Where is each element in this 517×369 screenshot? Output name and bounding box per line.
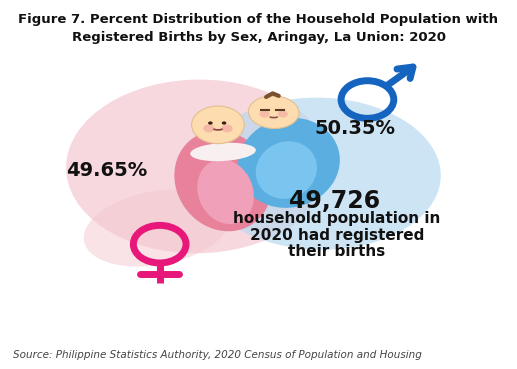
Ellipse shape	[84, 189, 231, 267]
Ellipse shape	[174, 131, 272, 231]
Circle shape	[221, 124, 233, 132]
Circle shape	[278, 110, 288, 118]
Text: Source: Philippine Statistics Authority, 2020 Census of Population and Housing: Source: Philippine Statistics Authority,…	[13, 350, 422, 360]
Circle shape	[222, 121, 226, 125]
Circle shape	[203, 124, 215, 132]
Text: household population in: household population in	[233, 211, 440, 226]
Circle shape	[192, 106, 245, 144]
Ellipse shape	[190, 143, 256, 161]
Text: 2020 had registered: 2020 had registered	[250, 228, 424, 243]
Ellipse shape	[256, 141, 317, 199]
Text: 49.65%: 49.65%	[66, 161, 147, 180]
Ellipse shape	[66, 80, 329, 253]
Ellipse shape	[249, 96, 299, 128]
Text: their births: their births	[288, 244, 386, 259]
Text: Figure 7. Percent Distribution of the Household Population with: Figure 7. Percent Distribution of the Ho…	[19, 13, 498, 26]
Ellipse shape	[197, 159, 254, 224]
Text: 49,726: 49,726	[289, 189, 380, 213]
Ellipse shape	[198, 98, 441, 250]
Circle shape	[260, 110, 270, 118]
Text: 50.35%: 50.35%	[314, 119, 396, 138]
Ellipse shape	[238, 118, 340, 208]
Text: Registered Births by Sex, Aringay, La Union: 2020: Registered Births by Sex, Aringay, La Un…	[71, 31, 446, 44]
Circle shape	[208, 121, 212, 125]
